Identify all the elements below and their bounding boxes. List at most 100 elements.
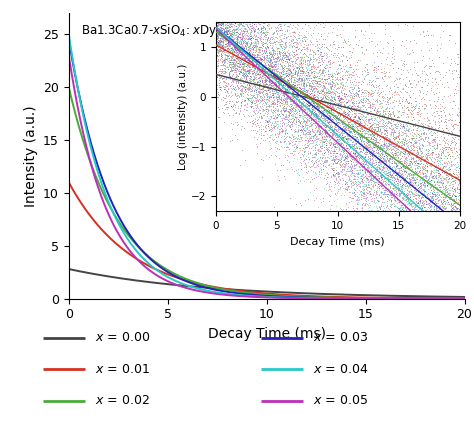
Point <box>292 98 300 105</box>
Point <box>383 154 391 161</box>
Point <box>229 82 237 89</box>
Point <box>360 89 367 95</box>
Point <box>264 34 272 41</box>
Point <box>375 161 383 168</box>
Point <box>363 126 371 133</box>
Point <box>244 96 252 103</box>
Point <box>328 75 336 82</box>
Point <box>385 177 393 184</box>
Point <box>356 132 364 139</box>
Point <box>295 77 302 84</box>
Point <box>411 180 419 187</box>
Point <box>355 163 363 170</box>
Point <box>339 63 346 70</box>
Point <box>280 89 287 96</box>
Point <box>317 110 324 117</box>
Point <box>237 27 245 34</box>
Point <box>370 159 378 166</box>
Point <box>299 81 307 88</box>
Point <box>212 14 220 20</box>
Point <box>389 48 397 54</box>
Point <box>275 79 283 86</box>
Point <box>343 99 351 106</box>
Point <box>387 154 394 161</box>
Point <box>435 211 442 218</box>
Point <box>246 61 253 68</box>
Point <box>261 69 269 76</box>
Point <box>351 108 358 115</box>
Point <box>425 199 433 206</box>
Point <box>440 159 447 166</box>
Point <box>371 153 379 160</box>
Point <box>249 24 256 31</box>
Point <box>444 152 452 159</box>
Point <box>220 77 228 84</box>
Point <box>238 51 246 58</box>
Point <box>264 81 272 88</box>
Point <box>432 172 440 179</box>
Point <box>271 119 279 126</box>
Point <box>318 112 325 119</box>
Point <box>415 136 423 143</box>
Point <box>349 126 356 133</box>
Point <box>264 43 271 50</box>
Point <box>441 143 449 150</box>
Point <box>270 62 277 69</box>
Point <box>253 42 261 49</box>
Point <box>290 95 297 102</box>
Point <box>229 26 237 33</box>
Point <box>433 142 440 149</box>
Point <box>364 133 371 140</box>
Point <box>311 68 319 75</box>
Point <box>327 157 335 164</box>
Point <box>213 31 221 38</box>
Point <box>261 54 269 61</box>
Point <box>292 51 300 58</box>
Point <box>449 191 456 198</box>
Point <box>318 123 325 129</box>
Point <box>225 45 232 52</box>
Point <box>395 155 402 162</box>
Point <box>253 79 260 86</box>
Point <box>399 136 407 143</box>
Point <box>256 119 264 126</box>
Point <box>379 123 386 129</box>
Point <box>227 34 235 41</box>
Point <box>428 206 435 213</box>
Point <box>272 84 279 91</box>
Point <box>376 170 383 177</box>
Point <box>383 142 391 149</box>
Point <box>238 51 246 58</box>
Point <box>226 63 234 70</box>
Point <box>255 59 263 66</box>
Point <box>335 92 343 99</box>
Point <box>332 126 339 133</box>
Point <box>281 74 288 81</box>
Point <box>329 167 337 174</box>
Point <box>376 155 383 162</box>
Point <box>225 97 232 104</box>
Point <box>337 106 345 112</box>
Point <box>245 59 253 66</box>
Point <box>353 136 360 143</box>
Point <box>310 107 317 114</box>
Point <box>389 43 396 50</box>
Point <box>242 78 249 85</box>
Point <box>250 77 257 84</box>
Point <box>348 162 356 169</box>
Point <box>456 207 463 214</box>
Point <box>264 44 272 51</box>
Point <box>309 65 316 72</box>
Point <box>328 44 335 51</box>
Point <box>330 168 338 175</box>
Point <box>329 173 337 180</box>
Point <box>279 66 287 73</box>
Point <box>256 77 264 84</box>
Point <box>433 184 441 191</box>
Point <box>230 85 238 92</box>
Point <box>227 31 235 37</box>
Point <box>241 61 248 68</box>
Point <box>248 49 255 56</box>
Point <box>243 57 250 64</box>
Point <box>291 106 298 112</box>
